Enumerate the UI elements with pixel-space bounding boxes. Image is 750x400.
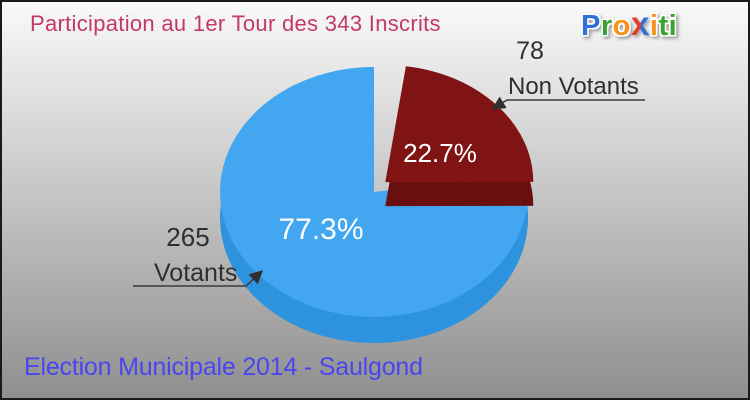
footer-title: Election Municipale 2014 - Saulgond (24, 353, 423, 381)
logo-letter: P (581, 10, 601, 42)
logo-letter: x (630, 6, 650, 43)
pct-label-votants: 77.3% (278, 213, 364, 246)
pie-slice-non-votants (385, 66, 534, 183)
logo-letter: o (612, 10, 631, 42)
page-title: Participation au 1er Tour des 343 Inscri… (30, 11, 441, 36)
logo-letter: t (658, 10, 669, 42)
proxiti-logo[interactable]: Proxiti (581, 6, 677, 44)
logo-letter: i (649, 10, 659, 42)
value-non-votants: 78 (516, 37, 544, 65)
pie-slices (220, 66, 534, 343)
logo-letter: r (600, 10, 613, 42)
callout-line-votants (133, 270, 263, 287)
logo-letter: i (668, 10, 678, 42)
label-votants: Votants (154, 259, 238, 287)
label-non-votants: Non Votants (508, 73, 639, 100)
callout-line-non-votants (491, 96, 645, 110)
pct-label-non-votants: 22.7% (403, 138, 477, 168)
pie-slice-votants (220, 67, 529, 317)
value-votants: 265 (166, 222, 210, 252)
